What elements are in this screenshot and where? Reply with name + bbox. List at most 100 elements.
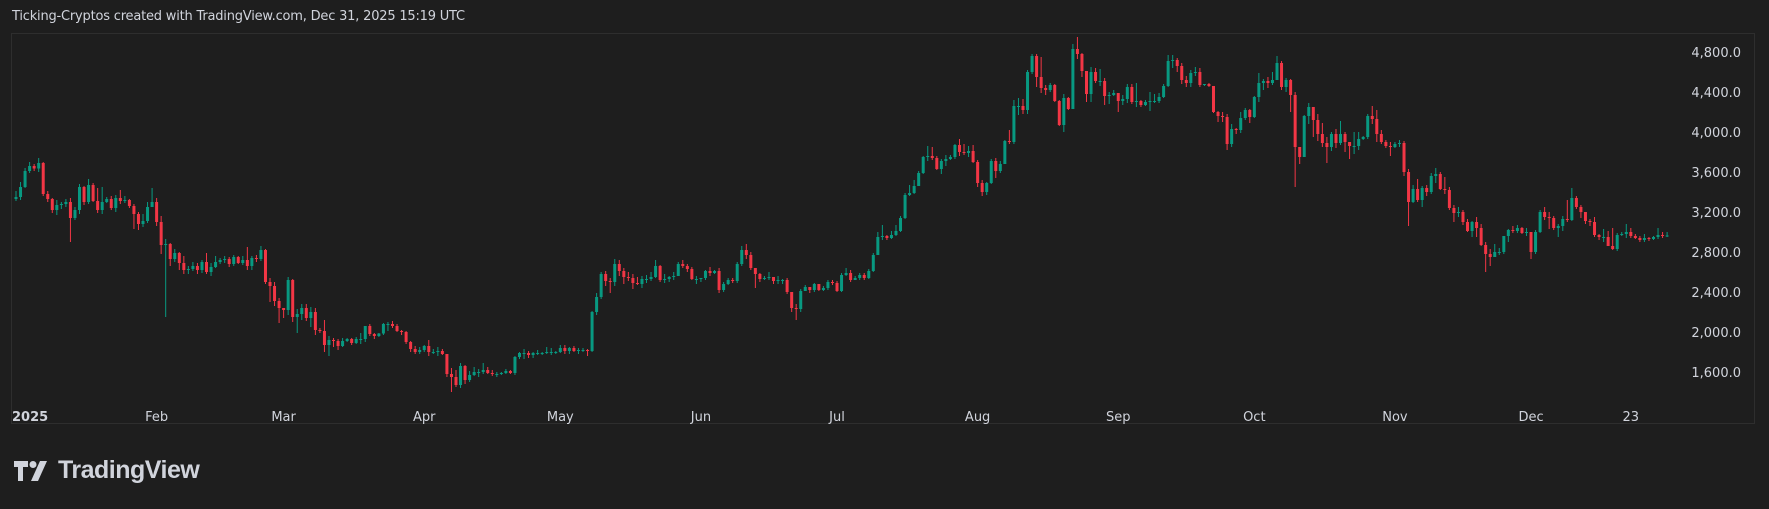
candle-down[interactable] xyxy=(32,164,36,171)
candle-up[interactable] xyxy=(481,363,485,374)
candle-down[interactable] xyxy=(1529,232,1533,259)
candle-up[interactable] xyxy=(1107,92,1111,104)
candle-down[interactable] xyxy=(1484,242,1488,272)
candle-down[interactable] xyxy=(454,370,458,387)
candle-up[interactable] xyxy=(250,256,254,270)
candle-down[interactable] xyxy=(685,264,689,272)
candle-up[interactable] xyxy=(1429,173,1433,194)
candle-down[interactable] xyxy=(1103,78,1107,105)
candle-down[interactable] xyxy=(1565,200,1569,222)
candle-up[interactable] xyxy=(1157,93,1161,103)
candle-down[interactable] xyxy=(1234,128,1238,134)
candle-down[interactable] xyxy=(263,249,267,284)
candle-up[interactable] xyxy=(459,363,463,388)
candle-up[interactable] xyxy=(359,333,363,344)
candle-up[interactable] xyxy=(989,159,993,184)
candle-up[interactable] xyxy=(640,276,644,288)
candle-up[interactable] xyxy=(87,179,91,204)
candle-up[interactable] xyxy=(150,188,154,207)
candle-down[interactable] xyxy=(1039,57,1043,93)
candle-down[interactable] xyxy=(236,256,240,264)
candle-up[interactable] xyxy=(1026,70,1030,114)
candle-up[interactable] xyxy=(667,276,671,282)
candle-down[interactable] xyxy=(318,328,322,333)
candle-down[interactable] xyxy=(1198,68,1202,87)
candle-up[interactable] xyxy=(908,185,912,196)
candle-up[interactable] xyxy=(1420,186,1424,207)
candle-up[interactable] xyxy=(436,347,440,356)
candle-down[interactable] xyxy=(1443,177,1447,194)
candle-up[interactable] xyxy=(876,232,880,255)
candle-down[interactable] xyxy=(1402,141,1406,176)
candle-down[interactable] xyxy=(445,354,449,377)
candle-down[interactable] xyxy=(1379,130,1383,144)
candle-up[interactable] xyxy=(649,272,653,281)
candle-down[interactable] xyxy=(1343,132,1347,152)
candle-down[interactable] xyxy=(1583,212,1587,224)
candle-up[interactable] xyxy=(1497,248,1501,255)
candle-up[interactable] xyxy=(799,289,803,312)
candle-down[interactable] xyxy=(1633,234,1637,239)
candle-down[interactable] xyxy=(1021,99,1025,114)
candle-down[interactable] xyxy=(291,279,295,322)
candle-up[interactable] xyxy=(1243,108,1247,120)
candle-up[interactable] xyxy=(14,191,18,201)
candle-down[interactable] xyxy=(1057,100,1061,126)
candle-down[interactable] xyxy=(1130,84,1134,104)
candle-up[interactable] xyxy=(726,278,730,285)
candle-up[interactable] xyxy=(1515,225,1519,233)
candle-up[interactable] xyxy=(259,246,263,261)
candle-up[interactable] xyxy=(1411,185,1415,203)
candle-down[interactable] xyxy=(1452,205,1456,222)
candle-down[interactable] xyxy=(68,198,72,242)
candle-down[interactable] xyxy=(753,268,757,288)
candle-up[interactable] xyxy=(1239,112,1243,133)
candle-up[interactable] xyxy=(676,262,680,276)
candle-down[interactable] xyxy=(681,260,685,268)
candle-up[interactable] xyxy=(567,347,571,354)
candle-down[interactable] xyxy=(41,162,45,196)
candle-down[interactable] xyxy=(82,186,86,205)
candle-up[interactable] xyxy=(967,146,971,157)
candle-up[interactable] xyxy=(363,326,367,342)
candle-up[interactable] xyxy=(1366,114,1370,139)
candle-down[interactable] xyxy=(46,191,50,202)
candle-down[interactable] xyxy=(1511,226,1515,233)
candle-up[interactable] xyxy=(1493,244,1497,257)
candle-up[interactable] xyxy=(123,196,127,203)
candle-up[interactable] xyxy=(722,282,726,292)
candle-down[interactable] xyxy=(400,330,404,335)
candle-up[interactable] xyxy=(613,259,617,286)
candle-up[interactable] xyxy=(703,270,707,280)
candle-down[interactable] xyxy=(527,351,531,358)
candle-down[interactable] xyxy=(758,273,762,282)
candle-up[interactable] xyxy=(1270,72,1274,85)
candle-down[interactable] xyxy=(1370,106,1374,124)
candle-down[interactable] xyxy=(980,180,984,196)
candle-down[interactable] xyxy=(1606,231,1610,246)
candle-up[interactable] xyxy=(871,253,875,272)
candle-up[interactable] xyxy=(1230,124,1234,147)
candle-up[interactable] xyxy=(554,351,558,354)
candle-down[interactable] xyxy=(708,267,712,276)
candle-up[interactable] xyxy=(1624,224,1628,238)
candle-up[interactable] xyxy=(431,349,435,354)
candle-down[interactable] xyxy=(790,292,794,312)
candle-up[interactable] xyxy=(354,337,358,344)
candle-down[interactable] xyxy=(1629,228,1633,238)
candle-down[interactable] xyxy=(994,158,998,178)
candle-up[interactable] xyxy=(504,369,508,374)
candle-up[interactable] xyxy=(173,249,177,262)
candle-up[interactable] xyxy=(735,262,739,283)
candle-down[interactable] xyxy=(195,263,199,274)
candle-down[interactable] xyxy=(182,256,186,274)
candle-down[interactable] xyxy=(490,370,494,376)
candle-up[interactable] xyxy=(939,159,943,174)
candle-up[interactable] xyxy=(767,272,771,280)
candle-down[interactable] xyxy=(794,304,798,320)
candle-down[interactable] xyxy=(1221,112,1225,122)
candle-down[interactable] xyxy=(1375,110,1379,142)
candle-up[interactable] xyxy=(903,193,907,219)
candle-down[interactable] xyxy=(1094,68,1098,83)
